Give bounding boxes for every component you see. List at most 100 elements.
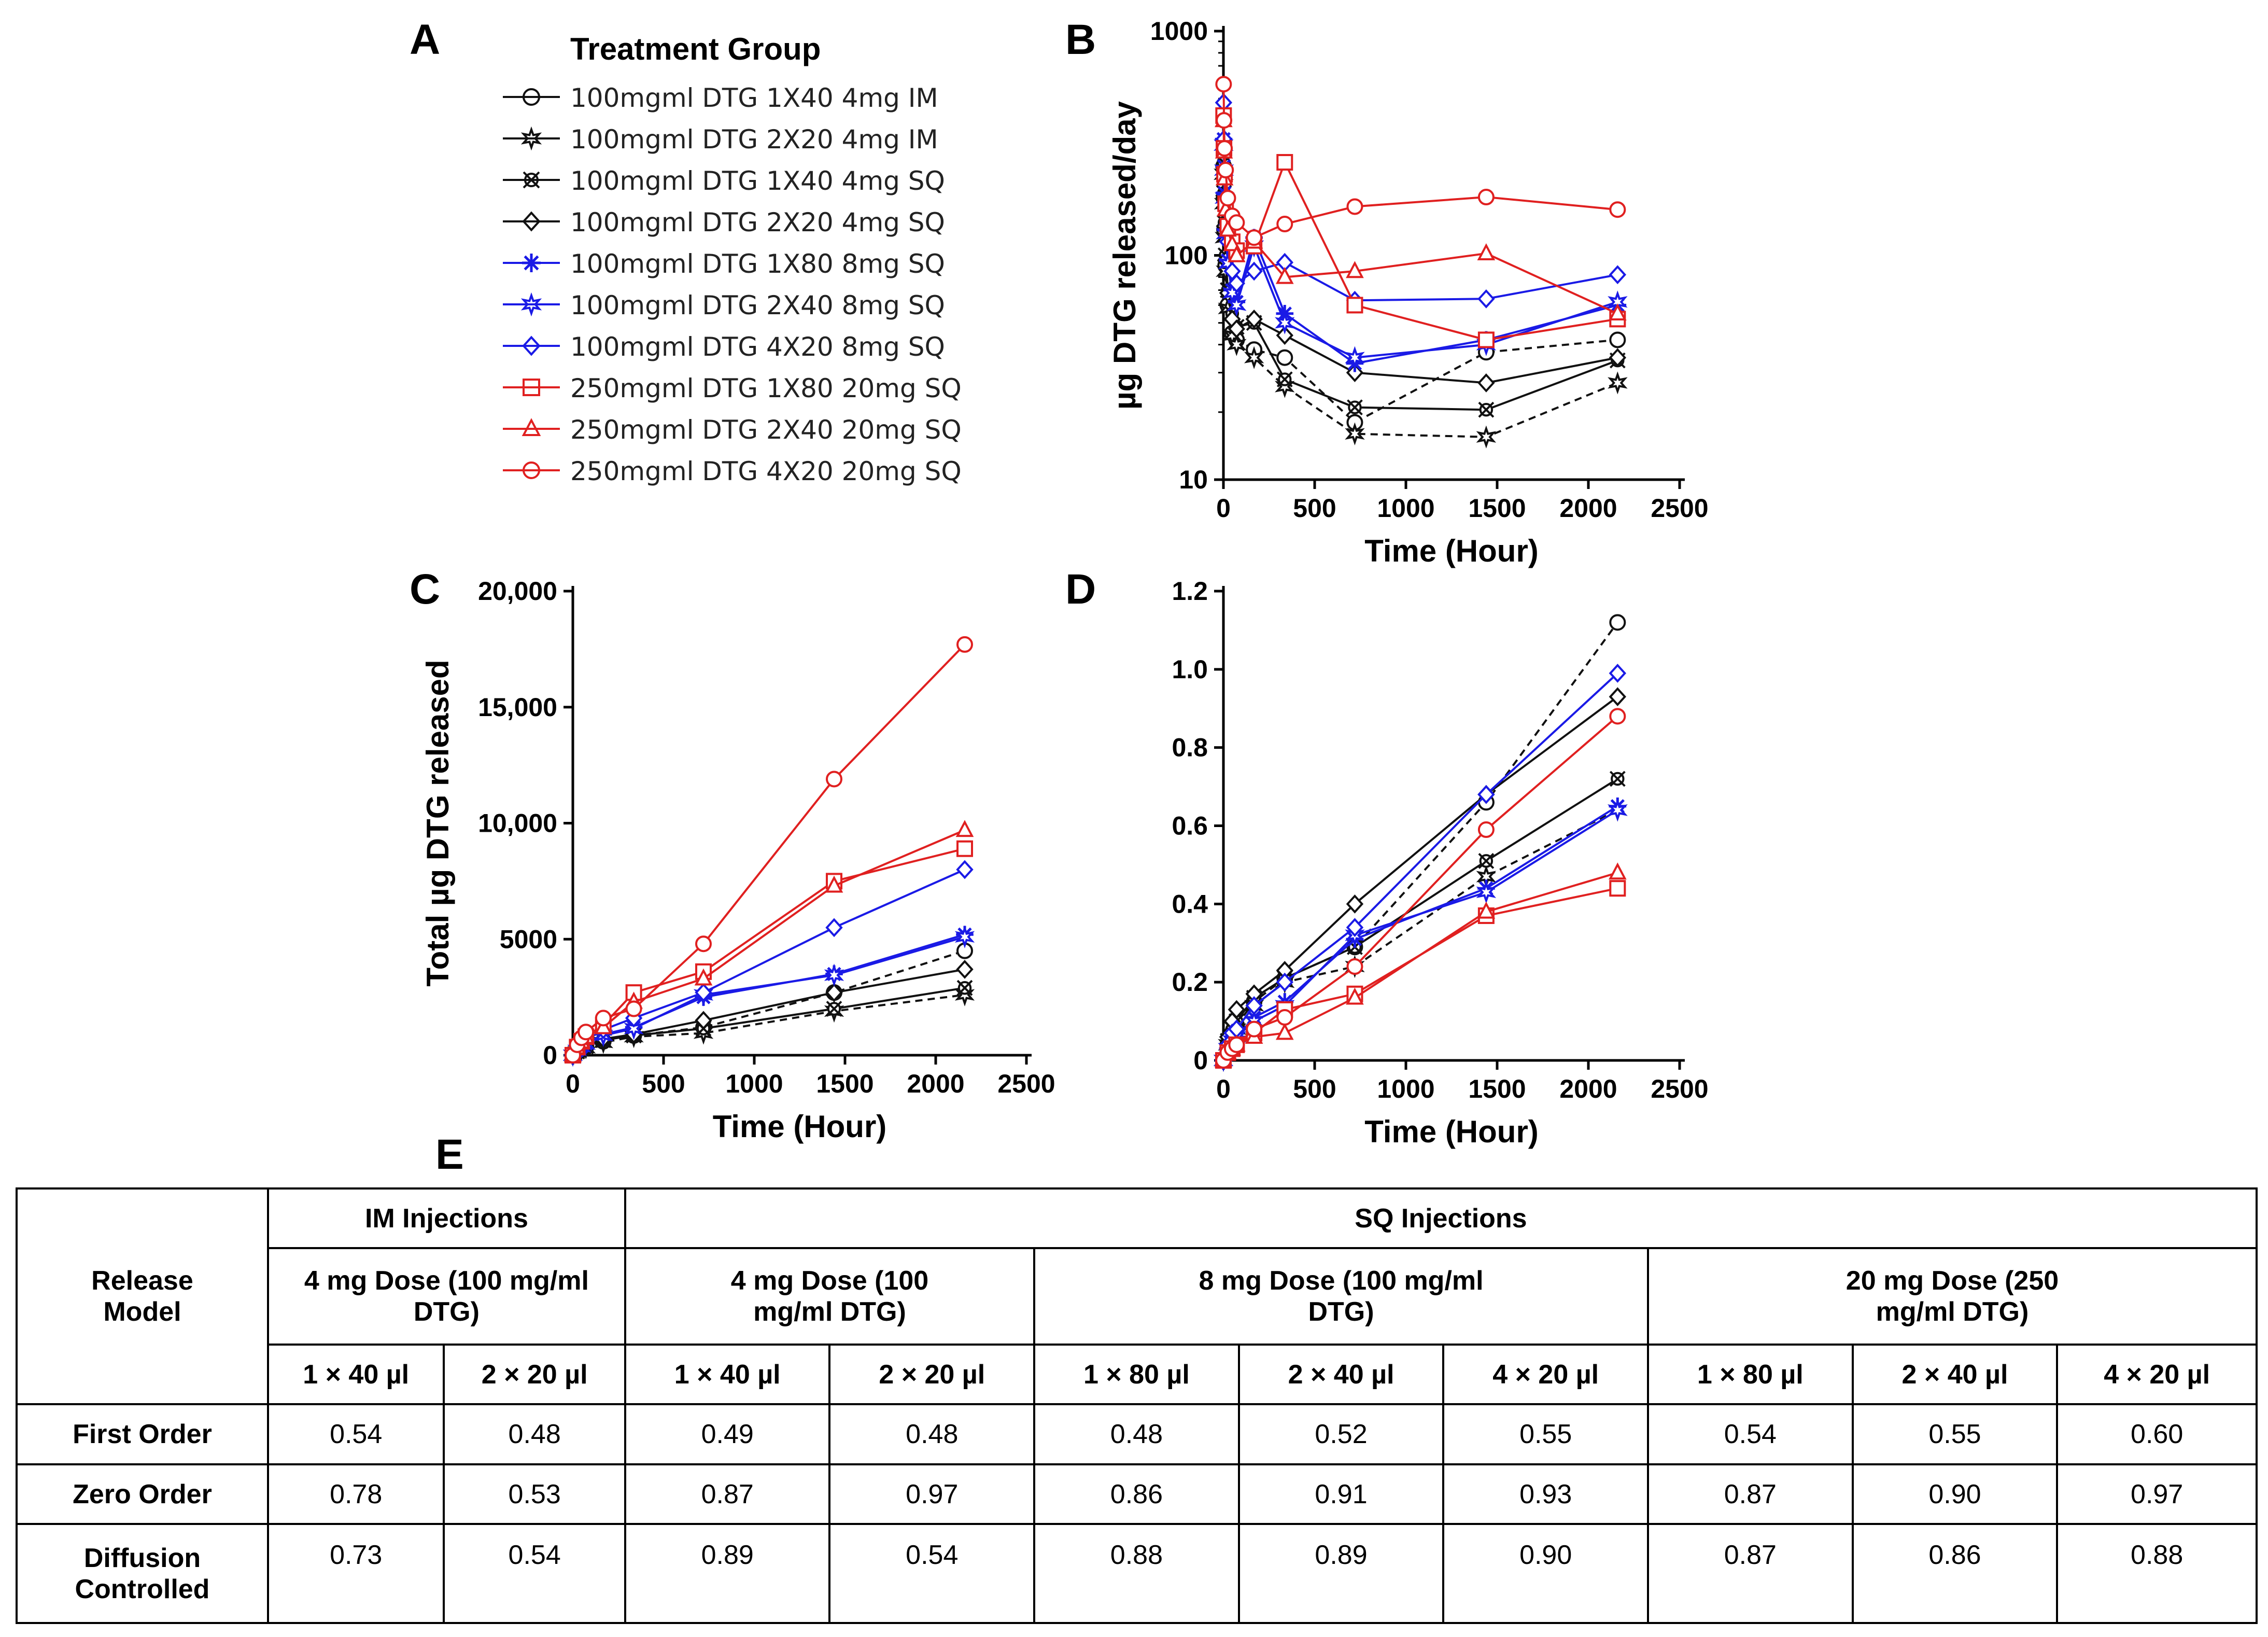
data-point [1477, 243, 1496, 260]
header-sq-dose-8mg: 8 mg Dose (100 mg/ml DTG) [1033, 1247, 1649, 1346]
data-point [956, 840, 973, 857]
header-im-dose: 4 mg Dose (100 mg/ml DTG) [266, 1247, 626, 1346]
series [1213, 799, 1628, 1072]
data-point [1276, 1009, 1293, 1026]
legend-marker [523, 461, 540, 479]
data-point [1244, 346, 1264, 369]
legend-marker [523, 88, 540, 106]
x-tick-label: 1000 [1377, 1074, 1434, 1103]
data-point [1477, 821, 1495, 838]
data-point [1245, 996, 1263, 1015]
legend-item: 100mgml DTG 2X40 8mg SQ [498, 286, 1068, 328]
header-volume: 2 × 40 µl [1851, 1344, 2059, 1406]
x-tick-label: 500 [642, 1069, 685, 1098]
panel-letter-a: A [410, 16, 441, 63]
x-tick-label: 0 [1216, 494, 1231, 523]
table-cell: 0.97 [828, 1463, 1036, 1526]
panel-letter-e: E [435, 1131, 464, 1178]
y-tick-label: 0.4 [1172, 889, 1208, 918]
table-cell: 0.93 [1442, 1463, 1649, 1526]
panel-letter-b: B [1065, 16, 1096, 63]
legend-item: 100mgml DTG 2X20 4mg SQ [498, 203, 1068, 245]
data-point [1478, 852, 1495, 869]
table-cell: 0.73 [266, 1523, 445, 1624]
data-point [595, 1010, 612, 1027]
legend-marker [523, 171, 540, 189]
legend-swatch [503, 88, 560, 106]
table-cell: 0.88 [1033, 1523, 1240, 1624]
table-cell: 0.54 [266, 1403, 445, 1465]
data-point [1245, 309, 1263, 329]
legend-item: 100mgml DTG 1X40 4mg IM [498, 79, 1068, 120]
table-cell: 0.90 [1442, 1523, 1649, 1624]
data-point [1228, 245, 1246, 262]
data-point [1477, 373, 1495, 393]
table-cell: 0.86 [1033, 1463, 1240, 1526]
row-model-label: First Order [16, 1403, 269, 1465]
table-cell: 0.53 [443, 1463, 626, 1526]
data-point [1346, 894, 1364, 914]
legend-marker [520, 292, 542, 317]
legend-swatch [503, 379, 560, 396]
x-axis-label: Time (Hour) [713, 1109, 887, 1144]
data-point [1609, 687, 1627, 706]
data-point [1346, 297, 1363, 314]
data-point [1477, 189, 1495, 206]
header-volume: 2 × 40 µl [1237, 1344, 1445, 1406]
chart-b: 0 500 1000 1500 2000 2500 10 100 1000 Time (Hour)… [1107, 17, 1709, 568]
series [1215, 76, 1626, 246]
data-point [1246, 1020, 1263, 1038]
release-model-table: Release Model IM Injections SQ Injection… [16, 1187, 2258, 1624]
series [1214, 862, 1627, 1068]
data-point [1609, 771, 1626, 787]
legend-label: 100mgml DTG 1X80 8mg SQ [570, 249, 945, 279]
table-cell: 0.97 [2056, 1463, 2258, 1526]
data-point [1227, 333, 1247, 356]
data-point [1216, 112, 1233, 129]
header-volume: 1 × 80 µl [1033, 1344, 1240, 1406]
table-cell: 0.54 [1647, 1403, 1854, 1465]
x-tick-label: 2500 [997, 1069, 1055, 1098]
data-point [1345, 422, 1365, 445]
legend-label: 250mgml DTG 2X40 20mg SQ [570, 415, 962, 445]
data-point [1228, 274, 1246, 293]
legend-swatch [503, 418, 560, 436]
data-point [1609, 708, 1626, 725]
panel-letter-c: C [410, 566, 441, 613]
table-row: Zero Order 0.78 0.53 0.87 0.97 0.86 0.91 0.93 0.… [16, 1463, 2258, 1526]
data-point [1346, 198, 1363, 215]
axes: 0 500 1000 1500 2000 2500 0 5000 10,000 15,000 20,… [420, 577, 1055, 1144]
table-cell: 0.78 [266, 1463, 445, 1526]
x-tick-label: 500 [1293, 494, 1336, 523]
chart-d: 0 500 1000 1500 2000 2500 0 0.2 0.4 0.6 0.8 1.0 1.2 T… [1104, 577, 1709, 1149]
data-point [695, 935, 712, 953]
header-sq-dose-4mg: 4 mg Dose (100 mg/ml DTG) [624, 1247, 1036, 1346]
data-point [956, 636, 973, 653]
header-im-injections: IM Injections [266, 1187, 626, 1250]
x-tick-label: 0 [1216, 1074, 1231, 1103]
data-point [1228, 319, 1246, 339]
y-tick-label: 10,000 [478, 809, 557, 838]
legend-label: 100mgml DTG 2X20 4mg IM [570, 124, 938, 155]
data-point [1228, 1036, 1245, 1053]
data-point [1346, 918, 1364, 937]
table-cell: 0.87 [624, 1463, 831, 1526]
table-cell: 0.90 [1851, 1463, 2059, 1526]
legend-marker [522, 418, 541, 436]
data-point [1275, 1023, 1294, 1040]
data-point [1275, 311, 1295, 334]
data-point [1476, 880, 1497, 904]
data-point [625, 1000, 642, 1017]
table-cell: 0.52 [1237, 1403, 1445, 1465]
legend-label: 100mgml DTG 1X40 4mg SQ [570, 166, 945, 196]
y-tick-label: 1000 [1150, 17, 1208, 46]
header-volume: 2 × 20 µl [828, 1344, 1036, 1406]
legend: Treatment Group 100mgml DTG 1X40 4mg IM 1… [498, 31, 1068, 498]
data-point [1477, 331, 1495, 348]
header-volume: 2 × 20 µl [443, 1344, 626, 1406]
data-point [1609, 201, 1626, 218]
series [1215, 614, 1626, 1069]
series [1215, 708, 1626, 1069]
data-point [956, 980, 973, 996]
y-tick-label: 0 [543, 1041, 557, 1070]
